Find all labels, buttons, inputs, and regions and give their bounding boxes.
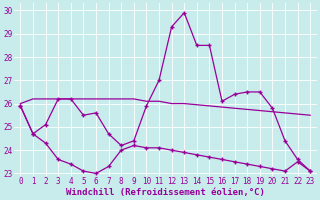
X-axis label: Windchill (Refroidissement éolien,°C): Windchill (Refroidissement éolien,°C)	[66, 188, 265, 197]
